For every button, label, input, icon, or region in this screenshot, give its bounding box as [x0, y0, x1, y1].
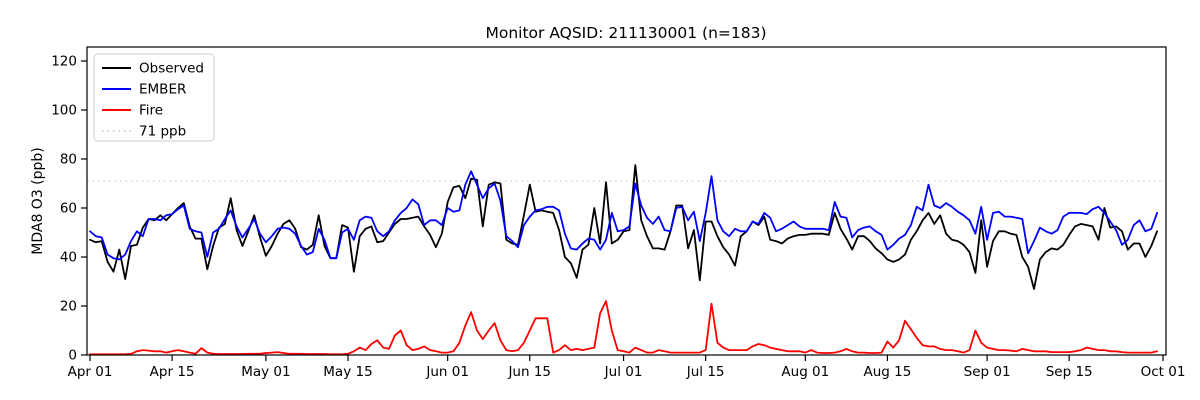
ember-line [89, 170, 1158, 261]
y-tick-label: 20 [60, 299, 77, 315]
legend-box [93, 53, 215, 142]
x-tick-label: Oct 01 [1141, 364, 1186, 380]
x-tick-label: Apr 15 [150, 364, 195, 380]
y-tick-label: 80 [60, 152, 77, 168]
y-tick-label: 40 [60, 250, 77, 266]
chart-title: Monitor AQSID: 211130001 (n=183) [485, 24, 766, 42]
x-tick-label: May 15 [323, 364, 372, 380]
x-tick-label: Aug 15 [863, 364, 911, 380]
x-tick-label: Jun 01 [425, 364, 469, 380]
x-tick-label: Jul 15 [686, 364, 725, 380]
y-tick-label: 100 [51, 103, 77, 119]
plot-frame [86, 46, 1167, 356]
x-tick-label: May 01 [241, 364, 290, 380]
series-lines-group [89, 164, 1158, 356]
y-axis-label: MDA8 O3 (ppb) [30, 147, 46, 255]
x-tick-label: Aug 01 [781, 364, 829, 380]
observed-line [89, 164, 1158, 290]
y-tick-label: 60 [60, 201, 77, 217]
x-tick-label: Apr 01 [68, 364, 113, 380]
legend-label-71-ppb: 71 ppb [139, 124, 186, 140]
axes-group: 0 20 40 60 80 100 120 Apr 01 Apr 15 May 01 May 15 J… [51, 46, 1186, 380]
fire-line [89, 300, 1158, 356]
x-tick-label: Jun 15 [507, 364, 551, 380]
x-tick-label: Jul 01 [604, 364, 643, 380]
legend-label-fire: Fire [139, 103, 163, 119]
legend: Observed EMBER Fire 71 ppb [93, 53, 215, 142]
x-tick-label: Sep 01 [964, 364, 1011, 380]
y-tick-label: 120 [51, 54, 77, 70]
legend-label-observed: Observed [139, 61, 204, 77]
x-tick-label: Sep 15 [1046, 364, 1093, 380]
legend-label-ember: EMBER [139, 82, 186, 98]
y-tick-label: 0 [68, 348, 77, 364]
